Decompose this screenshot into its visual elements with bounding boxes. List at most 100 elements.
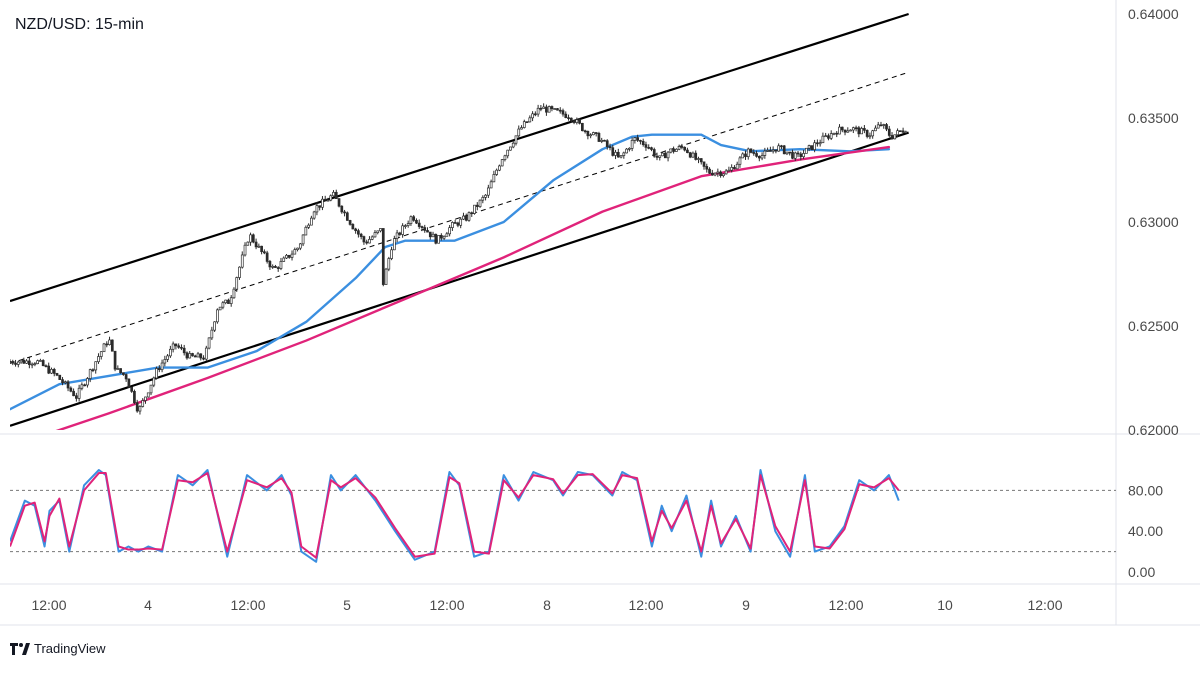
- candle: [251, 233, 255, 244]
- candle: [611, 144, 615, 157]
- candle-body: [578, 119, 581, 124]
- candle: [589, 133, 593, 139]
- candle: [14, 359, 17, 367]
- candle-body: [193, 355, 197, 358]
- candle: [381, 228, 385, 287]
- candle-body: [315, 205, 319, 213]
- candle: [351, 223, 355, 230]
- candle: [569, 117, 573, 124]
- time-axis[interactable]: 12:00 4 12:00 5 12:00 8 12:00 9 12:00 10 12:00: [31, 597, 1062, 613]
- price-axis[interactable]: 0.64000 0.63500 0.63000 0.62500 0.62000: [1128, 6, 1179, 438]
- candle: [793, 151, 797, 162]
- candle-body: [260, 245, 263, 253]
- candle-body: [72, 390, 75, 397]
- candle-body: [904, 131, 908, 134]
- candle: [688, 151, 692, 159]
- candle: [348, 219, 352, 226]
- candle: [163, 355, 167, 367]
- brand-name: TradingView: [34, 641, 106, 656]
- candle-body: [893, 134, 897, 140]
- candle: [846, 127, 850, 133]
- candle-body: [785, 151, 789, 155]
- candle: [287, 254, 291, 259]
- candle-body: [401, 225, 404, 235]
- candle-body: [608, 146, 612, 149]
- candle-body: [63, 381, 67, 384]
- candle-body: [246, 241, 250, 246]
- candle-body: [75, 395, 78, 399]
- candle-body: [224, 299, 228, 304]
- candle: [578, 118, 581, 125]
- candle: [542, 103, 545, 109]
- candle: [777, 143, 781, 152]
- candle: [829, 130, 833, 141]
- candle: [655, 152, 659, 161]
- candle: [727, 166, 731, 172]
- candle-body: [83, 384, 87, 387]
- candle-body: [633, 137, 637, 141]
- candle: [362, 235, 366, 245]
- candle: [616, 148, 620, 158]
- price-pane[interactable]: [9, 12, 909, 447]
- candle-body: [185, 352, 189, 359]
- candle-body: [243, 244, 247, 256]
- oscillator-axis[interactable]: 80.00 40.00 0.00: [1128, 482, 1163, 580]
- candle: [409, 215, 413, 226]
- candle: [680, 143, 684, 150]
- candle: [406, 220, 410, 228]
- candle-body: [133, 390, 136, 404]
- candle: [22, 357, 26, 364]
- oscillator-pane[interactable]: [10, 469, 1116, 563]
- candle-body: [415, 219, 418, 224]
- candle-body: [727, 169, 731, 172]
- candle-body: [293, 249, 297, 255]
- candle-body: [130, 386, 134, 392]
- candle-body: [832, 132, 836, 135]
- candle-body: [135, 402, 139, 412]
- candle-body: [470, 212, 474, 215]
- candle-body: [323, 198, 327, 201]
- candle: [827, 133, 830, 141]
- time-tick-label: 4: [144, 597, 152, 613]
- candle: [561, 108, 565, 117]
- candle-body: [680, 146, 684, 148]
- candle-body: [838, 126, 841, 135]
- candle: [716, 168, 720, 177]
- candle-body: [16, 361, 20, 365]
- candle: [315, 202, 319, 216]
- candle-body: [218, 306, 222, 311]
- candle-body: [265, 252, 269, 262]
- candle: [304, 225, 308, 236]
- candle: [854, 125, 858, 132]
- candle-body: [462, 215, 465, 220]
- candle: [36, 359, 40, 365]
- candle-body: [204, 347, 208, 360]
- price-tick-label: 0.62500: [1128, 318, 1179, 334]
- candle-body: [804, 147, 808, 154]
- candle-body: [542, 106, 545, 109]
- candle-body: [235, 277, 239, 290]
- candle-body: [232, 288, 236, 299]
- candle: [113, 350, 117, 372]
- tradingview-brand[interactable]: TradingView: [10, 641, 106, 656]
- candle: [238, 266, 241, 280]
- candle-body: [44, 365, 48, 368]
- candle: [180, 344, 183, 351]
- candle: [735, 161, 739, 170]
- candle-body: [898, 130, 902, 133]
- candle-body: [863, 128, 866, 131]
- candle-body: [381, 228, 385, 285]
- candle: [514, 135, 518, 146]
- candle: [882, 123, 886, 129]
- candle: [127, 378, 131, 388]
- channel-line-lower: [10, 131, 909, 427]
- candle-body: [321, 198, 324, 208]
- candle: [694, 150, 698, 161]
- candle-body: [30, 363, 34, 366]
- candle: [401, 223, 404, 238]
- candle-body: [207, 337, 211, 349]
- candle: [276, 266, 280, 272]
- candle: [564, 111, 568, 119]
- time-tick-label: 12:00: [429, 597, 464, 613]
- candle-body: [149, 384, 153, 394]
